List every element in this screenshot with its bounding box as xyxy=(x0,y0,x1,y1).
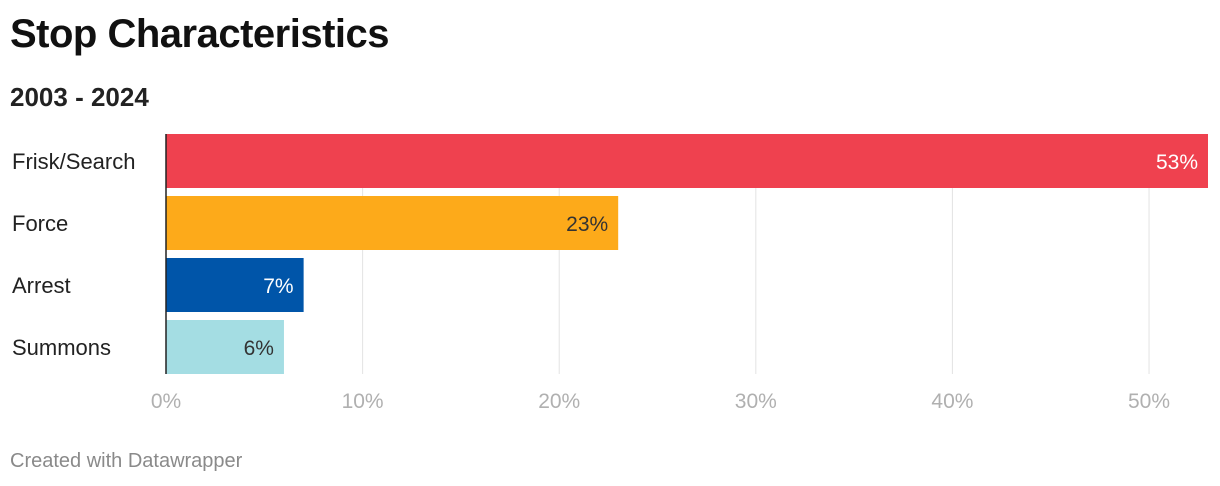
x-tick-label: 30% xyxy=(735,390,777,413)
chart-subtitle: 2003 - 2024 xyxy=(10,82,149,112)
x-axis-ticks: 0% 10% 20% 30% 40% 50% xyxy=(151,390,1170,413)
category-label: Force xyxy=(12,211,68,236)
bars xyxy=(166,134,1208,374)
value-label: 23% xyxy=(566,213,608,236)
x-tick-label: 40% xyxy=(931,390,973,413)
x-tick-label: 50% xyxy=(1128,390,1170,413)
category-label: Arrest xyxy=(12,273,71,298)
x-tick-label: 0% xyxy=(151,390,181,413)
chart-title: Stop Characteristics xyxy=(10,12,390,56)
category-label: Frisk/Search xyxy=(12,149,135,174)
category-label: Summons xyxy=(12,335,111,360)
value-labels: 53% 23% 7% 6% xyxy=(244,151,1198,360)
x-tick-label: 10% xyxy=(342,390,384,413)
value-label: 53% xyxy=(1156,151,1198,174)
bar xyxy=(166,320,284,374)
value-label: 6% xyxy=(244,337,274,360)
bar xyxy=(166,196,619,250)
bar xyxy=(166,258,304,312)
value-label: 7% xyxy=(263,275,293,298)
category-labels: Frisk/Search Force Arrest Summons xyxy=(12,149,135,360)
bar xyxy=(166,134,1208,188)
credit-text: Created with Datawrapper xyxy=(10,450,243,472)
x-tick-label: 20% xyxy=(538,390,580,413)
